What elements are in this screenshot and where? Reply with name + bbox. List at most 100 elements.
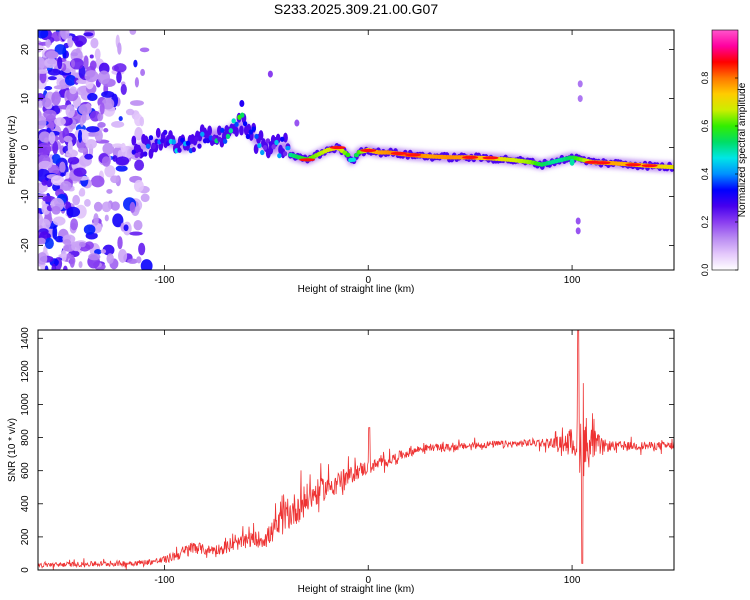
ridge-band (207, 125, 213, 136)
ridge-core (245, 133, 251, 140)
ridge-core (177, 147, 182, 153)
ridge (129, 70, 674, 235)
speckle-blob (41, 97, 52, 108)
speckle-blob (129, 100, 144, 106)
speckle-blob (123, 224, 129, 232)
spectrogram-xlabel: Height of straight line (km) (298, 284, 415, 295)
speckle-blob (69, 86, 77, 95)
speckle-blob (70, 59, 76, 68)
spectrogram-ytick-label: 0 (20, 144, 31, 150)
ridge-band (239, 125, 244, 136)
spectrogram-ytick-label: -10 (20, 189, 31, 204)
ridge-core (350, 157, 357, 162)
spectrogram-frame (37, 29, 675, 271)
ridge-band (217, 125, 222, 136)
speckle-blob (120, 83, 127, 95)
ridge-core (163, 129, 168, 135)
colorbar-tick-label: 0.2 (700, 216, 710, 229)
speckle-blob (38, 131, 51, 143)
speckle-blob (51, 91, 61, 106)
isolated-feature (569, 158, 575, 166)
ridge-core (274, 139, 279, 146)
speckle-blob (97, 70, 110, 85)
speckle-blob (60, 30, 70, 40)
ridge-core (197, 143, 202, 149)
speckle-blob (101, 91, 115, 98)
speckle-blob (67, 156, 80, 165)
ridge-band (155, 127, 161, 138)
speckle-blob (129, 30, 137, 35)
isolated-feature (577, 80, 583, 88)
ridge-core (171, 139, 176, 145)
speckle-blob (55, 235, 64, 243)
speckle-blob (78, 147, 87, 153)
speckle-blob (79, 187, 86, 197)
speckle-blob (138, 242, 146, 256)
ridge-hotspot (462, 155, 479, 159)
colorbar-label: Normalized spectral amplitude (737, 82, 748, 217)
speckle-blob (72, 194, 81, 206)
spectrogram-xtick-label: -100 (154, 275, 174, 286)
speckle-blob (136, 256, 142, 264)
speckle-blob (65, 104, 75, 119)
speckle-blob (70, 218, 79, 231)
ridge-core (185, 140, 191, 146)
ridge-core (220, 127, 225, 133)
speckle-blob (84, 153, 94, 160)
speckle-blob (87, 93, 98, 101)
speckle-blob (89, 54, 94, 59)
spectrogram-xtick-label: 0 (365, 275, 371, 286)
speckle-blob (85, 138, 97, 149)
colorbar: 0.0 0.2 0.4 0.6 0.8 Normalized spectral ampl… (700, 29, 748, 276)
snr-series-line (38, 330, 674, 570)
speckle-blob (100, 249, 107, 254)
speckle-blob (45, 50, 59, 60)
speckle-blob (51, 205, 61, 215)
ridge-hotspot (390, 151, 407, 156)
speckle-blob (79, 241, 86, 248)
ridge-hotspot (329, 145, 346, 150)
speckle-blob (83, 224, 96, 235)
colorbar-tick-label: 0.4 (700, 168, 710, 181)
snr-ytick-label: 1200 (20, 360, 31, 383)
speckle-blob (75, 40, 84, 48)
speckle-blob (45, 39, 51, 48)
colorbar-ticks: 0.0 0.2 0.4 0.6 0.8 (700, 72, 738, 276)
speckle-blob (44, 265, 49, 270)
speckle-blob (54, 44, 66, 55)
speckle-blob (63, 239, 71, 246)
speckle-blob (134, 126, 143, 141)
noise-speckle (38, 30, 153, 270)
speckle-blob (110, 201, 120, 211)
speckle-blob (140, 259, 153, 270)
spectrogram-ylabel: Frequency (Hz) (7, 116, 18, 185)
snr-ytick-label: 1400 (20, 327, 31, 350)
speckle-blob (60, 180, 72, 191)
colorbar-tick-label: 0.8 (700, 72, 710, 85)
speckle-blob (114, 63, 127, 73)
ridge-core (231, 118, 236, 124)
speckle-blob (140, 193, 150, 203)
spectrogram-ytick-label: -20 (20, 238, 31, 253)
speckle-blob (38, 160, 53, 170)
isolated-feature (575, 217, 581, 225)
speckle-blob (73, 167, 87, 177)
ridge-hotspot (405, 153, 422, 157)
ridge-core (242, 121, 248, 127)
speckle-blob (38, 213, 44, 227)
ridge-hotspot (641, 164, 658, 168)
ridge-core (260, 149, 265, 156)
speckle-blob (133, 220, 143, 231)
speckle-blob (67, 140, 73, 154)
snr-ytick-label: 400 (20, 495, 31, 512)
speckle-blob (93, 201, 103, 212)
speckle-blob (118, 249, 128, 263)
speckle-blob (60, 172, 65, 177)
ridge-core (251, 126, 256, 132)
ridge-core (148, 135, 154, 141)
speckle-blob (101, 201, 112, 213)
speckle-blob (47, 76, 57, 81)
spectrogram-ytick-label: 20 (20, 44, 31, 56)
